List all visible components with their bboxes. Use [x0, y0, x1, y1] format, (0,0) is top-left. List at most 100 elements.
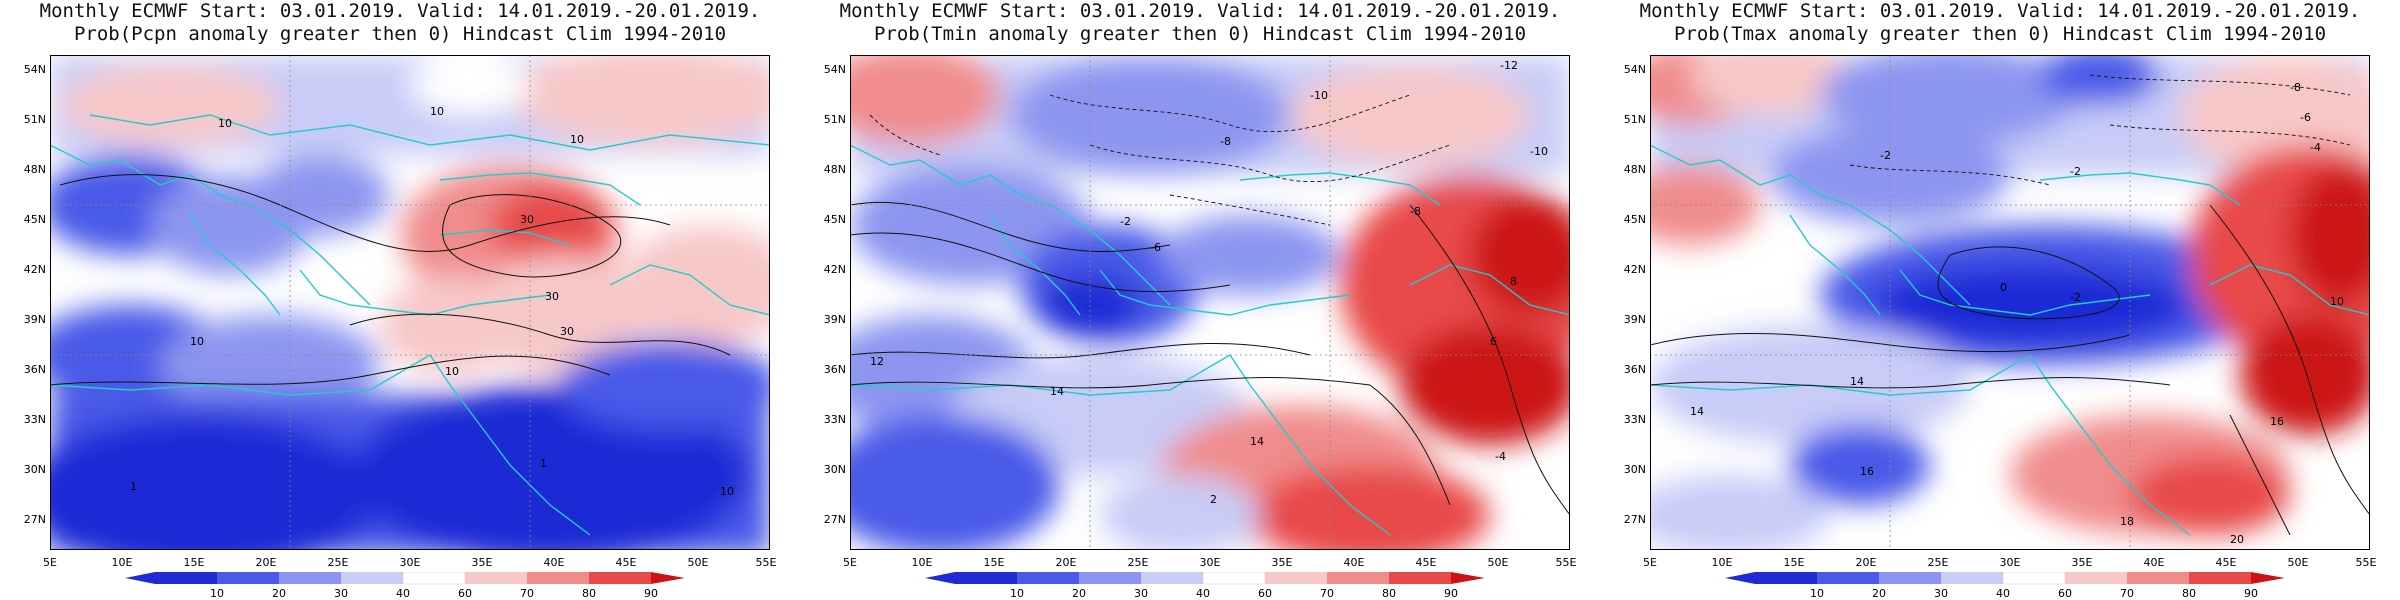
probability-field — [1650, 55, 2370, 550]
contour-label: -8 — [1220, 135, 1231, 148]
title-line-2: Prob(Tmin anomaly greater then 0) Hindca… — [873, 23, 1527, 45]
colorbar-segment — [1941, 572, 2003, 584]
lat-label: 36N — [824, 363, 846, 376]
lat-label: 54N — [824, 63, 846, 76]
lon-label: 40E — [544, 556, 565, 569]
panel-title: Monthly ECMWF Start: 03.01.2019. Valid: … — [800, 0, 1600, 46]
lon-axis: 5E 10E 15E 20E 25E 30E 35E 40E 45E 50E 5… — [843, 556, 1576, 569]
colorbar-labels: 10 20 30 40 60 70 80 90 — [210, 587, 658, 600]
gridlines — [850, 55, 1570, 550]
colorbar-segment — [1202, 572, 1266, 585]
map-frame — [50, 55, 770, 550]
colorbar-segment — [1817, 572, 1879, 584]
contour-label: 18 — [2120, 515, 2134, 528]
contour-label: 30 — [520, 213, 534, 226]
contour-label: 2 — [1210, 493, 1217, 506]
contour-labels: 10 10 10 30 30 30 10 10 1 1 10 — [130, 105, 734, 498]
colorbar-label: 20 — [1072, 587, 1086, 600]
lat-label: 39N — [1624, 313, 1646, 326]
colorbar-segment — [589, 572, 651, 584]
colorbar-label: 40 — [396, 587, 410, 600]
contours — [50, 174, 731, 386]
lat-label: 27N — [1624, 513, 1646, 526]
lat-label: 36N — [1624, 363, 1646, 376]
contour-label: 10 — [190, 335, 204, 348]
contour-label: -8 — [1410, 205, 1421, 218]
lon-label: 5E — [43, 556, 57, 569]
colorbar-label: 40 — [1996, 587, 2010, 600]
contour-label: 30 — [545, 290, 559, 303]
contour-label: -4 — [2310, 141, 2321, 154]
contour-labels: -12 -10 -8 -10 -8 -6 -2 12 14 14 8 2 6 -… — [870, 59, 1548, 506]
lon-label: 55E — [2356, 556, 2377, 569]
colorbar-low-arrow — [1725, 572, 1755, 584]
lat-label: 54N — [1624, 63, 1646, 76]
contour-label: 14 — [1850, 375, 1864, 388]
lat-label: 45N — [1624, 213, 1646, 226]
contour-label: -10 — [1530, 145, 1548, 158]
colorbar-segment — [1079, 572, 1141, 584]
lon-label: 30E — [2000, 556, 2021, 569]
colorbar-label: 90 — [1444, 587, 1458, 600]
lon-label: 50E — [688, 556, 709, 569]
lat-label: 30N — [824, 463, 846, 476]
contour-label: 16 — [2270, 415, 2284, 428]
lon-label: 15E — [184, 556, 205, 569]
title-line-2: Prob(Tmax anomaly greater then 0) Hindca… — [1673, 23, 2327, 45]
map-frame — [850, 55, 1570, 550]
contour-label: -6 — [2300, 111, 2311, 124]
title-line-2: Prob(Pcpn anomaly greater then 0) Hindca… — [73, 23, 727, 45]
lat-axis: 54N 51N 48N 45N 42N 39N 36N 33N 30N 27N — [824, 63, 846, 526]
colorbar-segment — [2002, 572, 2066, 585]
colorbar: 10 20 30 40 60 70 80 90 — [1725, 572, 2285, 600]
coastlines — [1650, 144, 2370, 536]
lon-label: 50E — [1488, 556, 1509, 569]
colorbar-label: 30 — [334, 587, 348, 600]
probability-map: -8 -6 -4 -2 -2 0 -2 10 14 14 16 18 16 20 — [1650, 55, 2370, 550]
lat-label: 36N — [24, 363, 46, 376]
lon-label: 45E — [616, 556, 637, 569]
contour-label: 0 — [2000, 281, 2007, 294]
lon-label: 30E — [400, 556, 421, 569]
contour-label: 8 — [1510, 275, 1517, 288]
contour-label: -2 — [2070, 165, 2081, 178]
contour-label: 20 — [2230, 533, 2244, 546]
colorbar-high-arrow — [651, 572, 685, 584]
colorbar-high-arrow — [2251, 572, 2285, 584]
title-line-1: Monthly ECMWF Start: 03.01.2019. Valid: … — [839, 0, 1561, 22]
colorbar-segment — [2127, 572, 2189, 584]
lat-label: 39N — [24, 313, 46, 326]
contour-labels: -8 -6 -4 -2 -2 0 -2 10 14 14 16 18 16 20 — [1690, 81, 2344, 546]
lon-label: 40E — [2144, 556, 2165, 569]
contour-label: 10 — [2330, 295, 2344, 308]
colorbar-label: 20 — [272, 587, 286, 600]
colorbar-segment — [341, 572, 403, 584]
lon-label: 30E — [1200, 556, 1221, 569]
lat-label: 27N — [24, 513, 46, 526]
lon-label: 25E — [1128, 556, 1149, 569]
contour-label: 1 — [130, 480, 137, 493]
colorbar-segment — [527, 572, 589, 584]
colorbar-labels: 10 20 30 40 60 70 80 90 — [1810, 587, 2258, 600]
contour-label: 1 — [540, 457, 547, 470]
gridlines — [50, 55, 770, 550]
lat-label: 30N — [24, 463, 46, 476]
colorbar-segment — [2065, 572, 2127, 584]
colorbar-label: 80 — [1382, 587, 1396, 600]
contour-label: -10 — [1310, 89, 1328, 102]
lon-label: 10E — [1712, 556, 1733, 569]
colorbar-high-arrow — [1451, 572, 1485, 584]
lon-label: 10E — [912, 556, 933, 569]
coastlines — [850, 144, 1570, 536]
colorbar-segment — [1327, 572, 1389, 584]
lat-label: 33N — [824, 413, 846, 426]
panel-title: Monthly ECMWF Start: 03.01.2019. Valid: … — [1600, 0, 2400, 46]
lat-label: 42N — [1624, 263, 1646, 276]
lon-axis: 5E 10E 15E 20E 25E 30E 35E 40E 45E 50E 5… — [1643, 556, 2376, 569]
dashed-contours — [1849, 74, 2351, 186]
lon-label: 50E — [2288, 556, 2309, 569]
lat-label: 54N — [24, 63, 46, 76]
lon-label: 15E — [984, 556, 1005, 569]
gridlines — [1650, 55, 2370, 550]
